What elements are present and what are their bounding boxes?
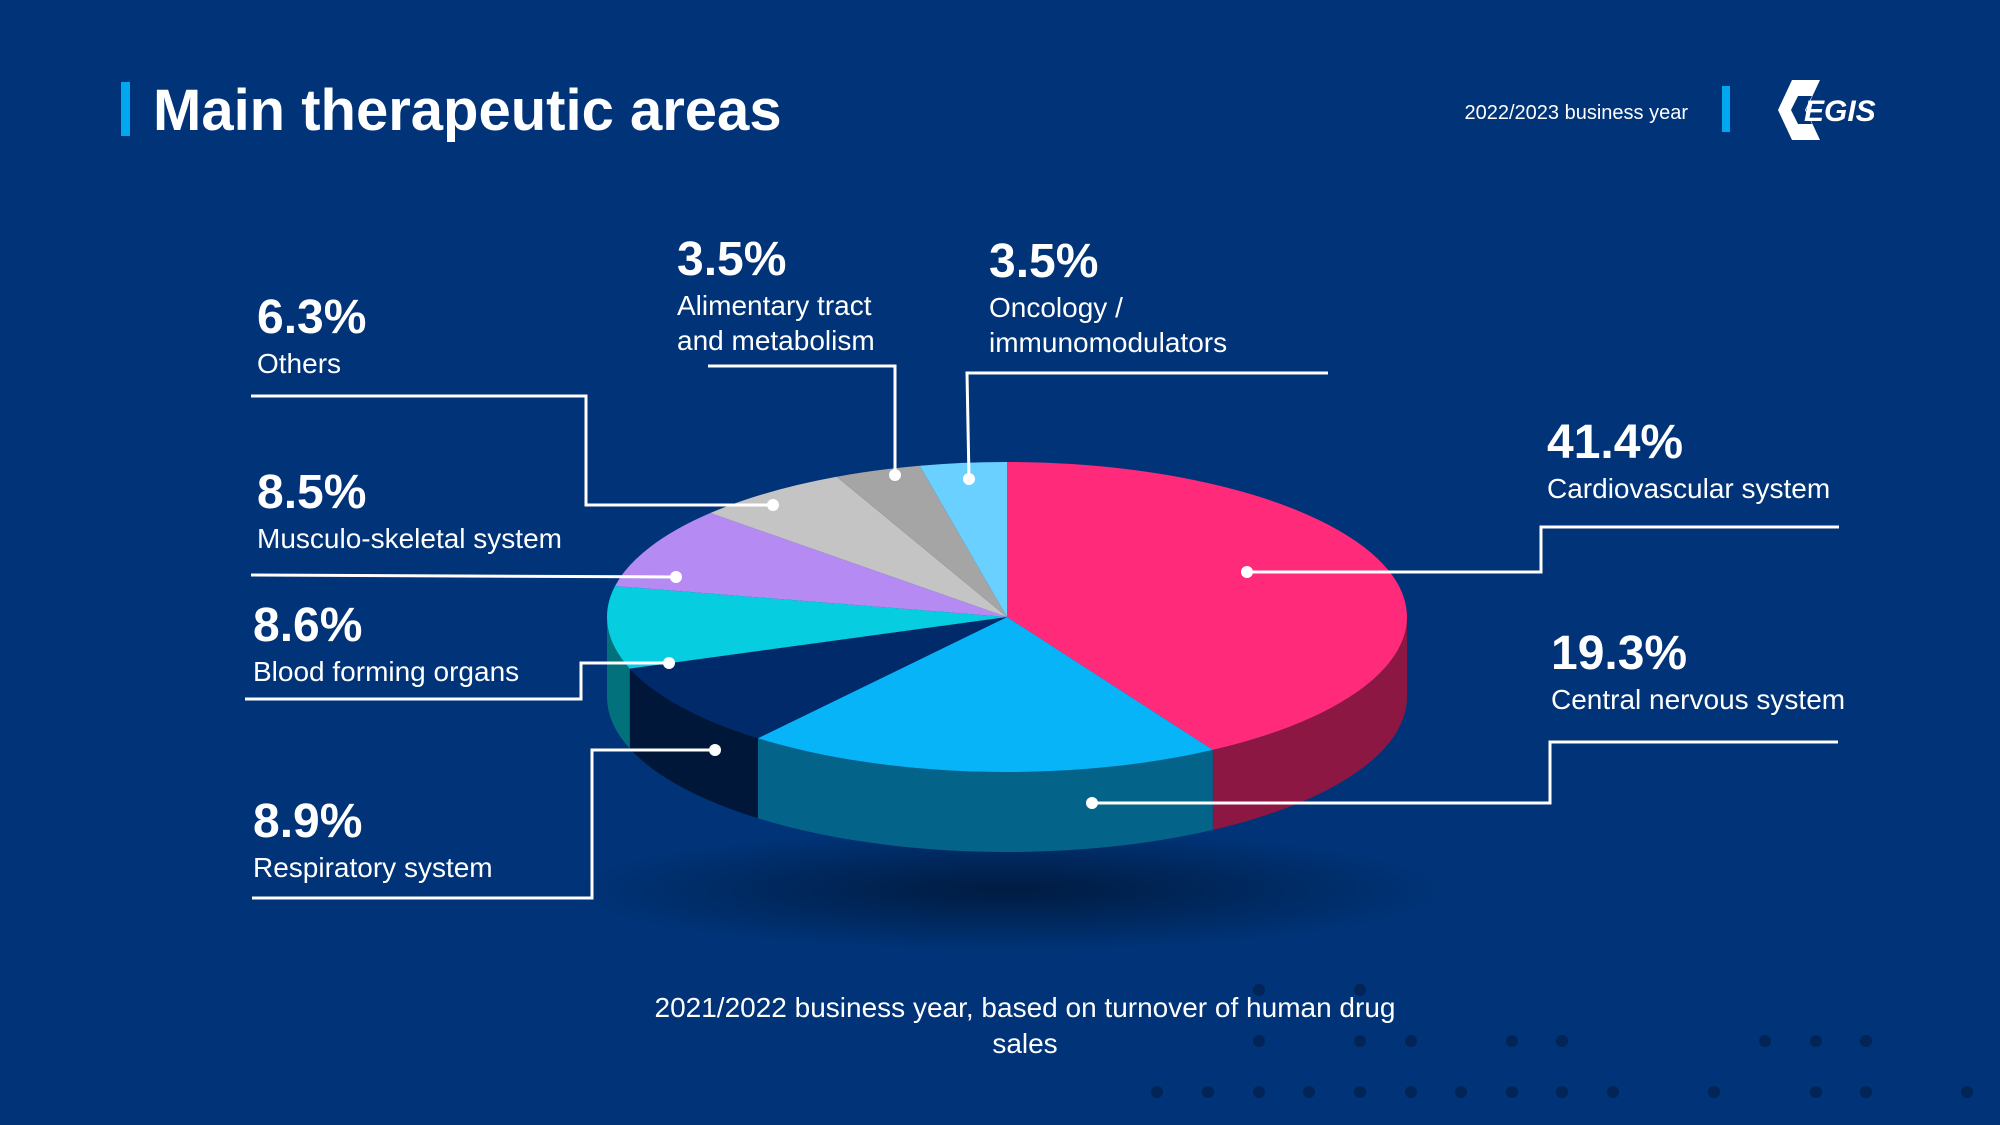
musculo-percentage: 8.5%: [257, 466, 367, 519]
leader-line-blood-forming-organs: [245, 661, 669, 701]
decorative-dot: [1405, 1035, 1417, 1047]
decorative-dot: [1708, 1086, 1720, 1098]
svg-text:EGIS: EGIS: [1804, 95, 1876, 128]
decorative-dot: [1354, 984, 1366, 996]
musculo-label: Musculo-skeletal system: [257, 523, 562, 554]
alimentary-label: Alimentary tract and metabolism: [677, 290, 875, 356]
decorative-dot: [1354, 1035, 1366, 1047]
cns-percentage: 19.3%: [1551, 627, 1688, 680]
callout-others: 6.3% Others: [257, 290, 366, 381]
others-label: Others: [257, 348, 342, 379]
callout-oncology: 3.5% Oncology / immunomodulators: [989, 234, 1259, 360]
leader-line-respiratory-system: [252, 748, 715, 900]
cns-label: Central nervous system: [1551, 684, 1846, 715]
decorative-dot: [1253, 984, 1265, 996]
decorative-dot: [1556, 1035, 1568, 1047]
oncology-label: Oncology / immunomodulators: [989, 292, 1228, 358]
decorative-dot: [1253, 1035, 1265, 1047]
leader-dot-oncology-immunomodulators: [963, 473, 975, 485]
leader-dot-respiratory-system: [709, 744, 721, 756]
leader-dot-central-nervous-system: [1086, 797, 1098, 809]
page-title: Main therapeutic areas: [153, 78, 782, 143]
decorative-dot: [1810, 1086, 1822, 1098]
decorative-dot: [1506, 1086, 1518, 1098]
decorative-dot: [1860, 1086, 1872, 1098]
leader-dot-cardiovascular-system: [1241, 566, 1253, 578]
slice-central-nervous-system: [757, 617, 1213, 772]
decorative-dot: [1961, 1086, 1973, 1098]
cardiovascular-label: Cardiovascular system: [1547, 473, 1831, 504]
leader-line-central-nervous-system: [1092, 740, 1838, 805]
leader-dot-others: [767, 499, 779, 511]
decorative-dot: [1202, 1086, 1214, 1098]
leader-line-cardiovascular-system: [1247, 525, 1839, 574]
callout-respiratory: 8.9% Respiratory system: [253, 794, 493, 885]
decorative-dot: [1506, 1035, 1518, 1047]
slice-oncology-immunomodulators: [919, 462, 1007, 617]
egis-logo: EGIS: [1778, 80, 1876, 140]
chart-footnote: 2021/2022 business year, based on turnov…: [654, 992, 1396, 1059]
decorative-dot: [1759, 1035, 1771, 1047]
slice-blood-forming-organs: [607, 586, 1007, 669]
slice-respiratory-system: [629, 617, 1007, 739]
leader-line-musculo-skeletal-system: [250, 573, 677, 579]
slice-side-respiratory-system: [629, 668, 758, 819]
leader-line-others: [251, 394, 773, 507]
leader-dot-musculo-skeletal-system: [670, 571, 682, 583]
slice-side-central-nervous-system: [757, 738, 1213, 852]
decorative-dot: [1354, 1086, 1366, 1098]
alimentary-percentage: 3.5%: [677, 233, 787, 286]
oncology-percentage: 3.5%: [989, 235, 1099, 288]
decorative-dot: [1405, 1086, 1417, 1098]
business-year-label: 2022/2023 business year: [1464, 102, 1689, 124]
blood-percentage: 8.6%: [253, 599, 363, 652]
leader-line-alimentary-tract-and-metabolism: [708, 364, 897, 475]
respiratory-label: Respiratory system: [253, 852, 493, 883]
leader-line-oncology-immunomodulators: [965, 371, 1328, 480]
callout-cardiovascular: 41.4% Cardiovascular system: [1547, 415, 1830, 506]
callout-alimentary: 3.5% Alimentary tract and metabolism: [677, 232, 907, 358]
others-percentage: 6.3%: [257, 291, 367, 344]
decorative-dot: [1253, 1086, 1265, 1098]
decorative-dot: [1151, 1086, 1163, 1098]
slice-alimentary-tract-and-metabolism: [836, 465, 1007, 617]
callout-musculo: 8.5% Musculo-skeletal system: [257, 465, 562, 556]
callout-blood: 8.6% Blood forming organs: [253, 598, 519, 689]
cardiovascular-percentage: 41.4%: [1547, 416, 1684, 469]
decorative-dot: [1860, 1035, 1872, 1047]
slice-musculo-skeletal-system: [615, 513, 1007, 617]
respiratory-percentage: 8.9%: [253, 795, 363, 848]
title-accent-bar: [121, 82, 130, 136]
slice-cardiovascular-system: [1007, 462, 1407, 750]
decorative-dot: [1607, 1086, 1619, 1098]
slice-others: [710, 476, 1007, 617]
header-divider: [1722, 86, 1730, 132]
decorative-dot: [1303, 1086, 1315, 1098]
decorative-dot: [1455, 1086, 1467, 1098]
decorative-dot: [1810, 1035, 1822, 1047]
slice-side-blood-forming-organs: [607, 617, 630, 749]
blood-label: Blood forming organs: [253, 656, 520, 687]
slice-side-cardiovascular-system: [1212, 617, 1407, 830]
leader-dot-blood-forming-organs: [663, 657, 675, 669]
decorative-dot: [1556, 1086, 1568, 1098]
callout-cns: 19.3% Central nervous system: [1551, 626, 1845, 717]
leader-dot-alimentary-tract-and-metabolism: [889, 469, 901, 481]
